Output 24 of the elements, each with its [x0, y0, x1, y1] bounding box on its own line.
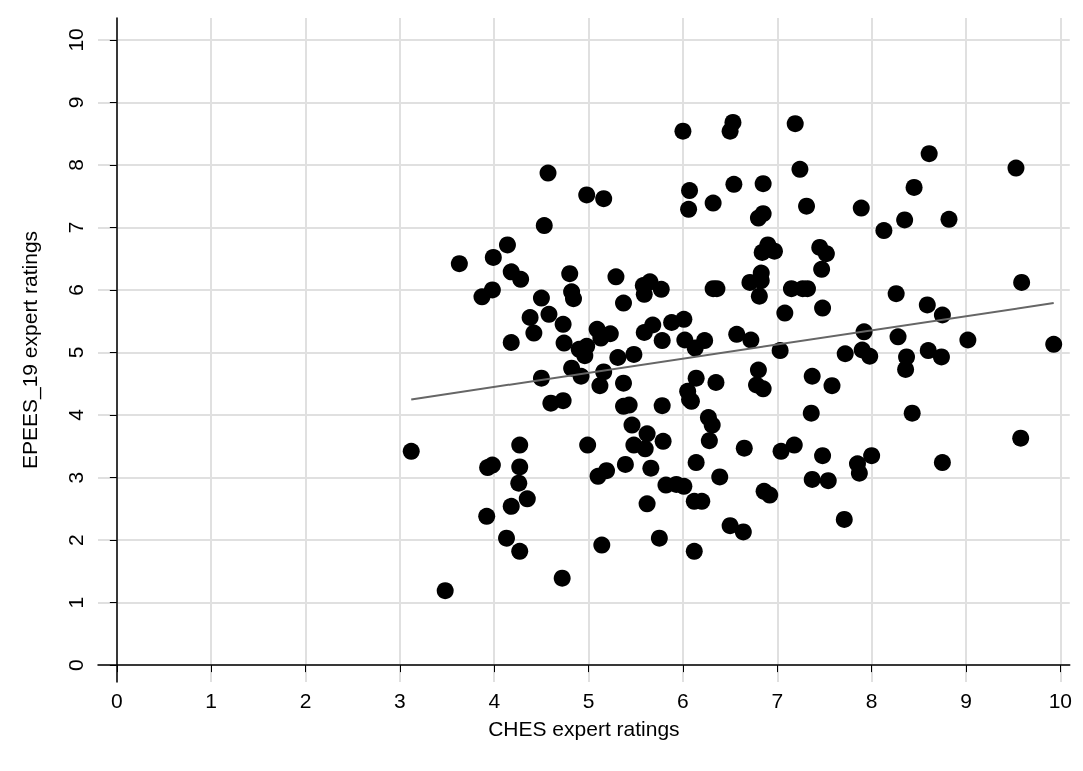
x-tick-label: 8 — [865, 689, 878, 712]
y-tick-label: 3 — [64, 471, 87, 484]
y-tick-label: 10 — [64, 28, 87, 52]
x-tick-label: 6 — [677, 689, 689, 712]
y-axis-title: EPEES_19 expert ratings — [18, 230, 42, 470]
y-tick-label: 5 — [64, 346, 87, 359]
x-tick-label: 2 — [299, 689, 312, 712]
y-tick-label: 9 — [64, 96, 87, 109]
y-tick-label: 0 — [64, 659, 87, 671]
y-tick-label: 6 — [64, 284, 87, 296]
x-tick-label: 3 — [394, 689, 406, 712]
x-axis-title: CHES expert ratings — [488, 717, 680, 740]
x-tick-label: 1 — [205, 689, 218, 712]
y-tick-label: 1 — [64, 596, 87, 609]
y-tick-label: 2 — [64, 534, 87, 546]
x-tick-label: 4 — [488, 689, 501, 712]
x-tick-label: 10 — [1048, 689, 1072, 712]
x-tick-label: 7 — [771, 689, 784, 712]
y-tick-label: 8 — [64, 159, 87, 171]
x-tick-label: 0 — [111, 689, 123, 712]
x-tick-label: 5 — [582, 689, 595, 712]
y-tick-label: 7 — [64, 221, 87, 234]
x-tick-label: 9 — [960, 689, 972, 712]
y-tick-label: 4 — [64, 408, 87, 421]
